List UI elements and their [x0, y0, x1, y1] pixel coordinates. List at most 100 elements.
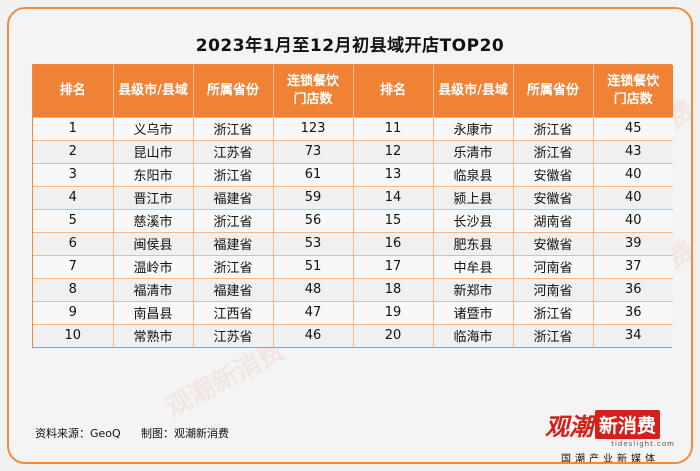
table-cell: 浙江省 — [193, 162, 274, 186]
table-cell: 温岭市 — [113, 254, 194, 278]
table-header-cell: 所属省份 — [193, 65, 274, 117]
table-cell: 临泉县 — [433, 162, 514, 186]
table-cell: 浙江省 — [193, 208, 274, 232]
table-cell: 临海市 — [433, 323, 514, 347]
table-cell: 18 — [353, 277, 434, 301]
table-cell: 11 — [353, 116, 434, 140]
table-cell: 福建省 — [193, 231, 274, 255]
table-cell: 47 — [273, 300, 354, 324]
table-header-cell: 排名 — [353, 65, 434, 117]
logo-slogan: 国潮产业新媒体 — [561, 454, 659, 464]
table-cell: 肥东县 — [433, 231, 514, 255]
table-header-cell: 连锁餐饮 门店数 — [273, 65, 354, 117]
table-row: 3 东阳市 浙江省 61 13 临泉县 安徽省 40 — [33, 162, 673, 186]
table-row: 9 南昌县 江西省 47 19 诸暨市 浙江省 36 — [33, 300, 673, 324]
table-cell: 16 — [353, 231, 434, 255]
table-cell: 颍上县 — [433, 185, 514, 209]
table-cell: 8 — [33, 277, 114, 301]
table-cell: 7 — [33, 254, 114, 278]
table-cell: 3 — [33, 162, 114, 186]
producer-note: 制图：观潮新消费 — [141, 427, 229, 440]
table-cell: 永康市 — [433, 116, 514, 140]
table-cell: 湖南省 — [513, 208, 594, 232]
table-cell: 义乌市 — [113, 116, 194, 140]
table-cell: 1 — [33, 116, 114, 140]
table-cell: 40 — [593, 185, 673, 209]
table-cell: 常熟市 — [113, 323, 194, 347]
table-cell: 浙江省 — [513, 323, 594, 347]
table-cell: 江苏省 — [193, 323, 274, 347]
table-cell: 南昌县 — [113, 300, 194, 324]
table-header-row: 排名 县级市/县域 所属省份 连锁餐饮 门店数 排名 县级市/县域 所属省份 连锁餐饮 门店数 — [33, 65, 673, 117]
table-cell: 慈溪市 — [113, 208, 194, 232]
table-cell: 新郑市 — [433, 277, 514, 301]
table-cell: 9 — [33, 300, 114, 324]
brand-logo: 观潮 新消费 tideslight.com 国潮产业新媒体 — [545, 407, 675, 462]
table-cell: 河南省 — [513, 254, 594, 278]
table-header-cell: 县级市/县域 — [433, 65, 514, 117]
table-row: 4 晋江市 福建省 59 14 颍上县 安徽省 40 — [33, 185, 673, 209]
table-cell: 56 — [273, 208, 354, 232]
table-cell: 昆山市 — [113, 139, 194, 163]
table-cell: 4 — [33, 185, 114, 209]
table-row: 6 闽侯县 福建省 53 16 肥东县 安徽省 39 — [33, 231, 673, 255]
table-cell: 10 — [33, 323, 114, 347]
table-header-cell: 连锁餐饮 门店数 — [593, 65, 673, 117]
table-row: 8 福清市 福建省 48 18 新郑市 河南省 36 — [33, 277, 673, 301]
table-header-cell: 排名 — [33, 65, 114, 117]
table-cell: 34 — [593, 323, 673, 347]
table-cell: 13 — [353, 162, 434, 186]
table-cell: 安徽省 — [513, 231, 594, 255]
table-cell: 61 — [273, 162, 354, 186]
table-cell: 43 — [593, 139, 673, 163]
table-cell: 安徽省 — [513, 162, 594, 186]
table-cell: 40 — [593, 162, 673, 186]
table-cell: 诸暨市 — [433, 300, 514, 324]
table-cell: 福清市 — [113, 277, 194, 301]
table-cell: 17 — [353, 254, 434, 278]
table-cell: 长沙县 — [433, 208, 514, 232]
table-cell: 36 — [593, 277, 673, 301]
table-cell: 59 — [273, 185, 354, 209]
logo-part2: 新消费 — [595, 410, 661, 439]
table-cell: 浙江省 — [193, 254, 274, 278]
table-cell: 39 — [593, 231, 673, 255]
table-cell: 浙江省 — [513, 116, 594, 140]
table-cell: 5 — [33, 208, 114, 232]
table-cell: 福建省 — [193, 277, 274, 301]
table-header-cell: 所属省份 — [513, 65, 594, 117]
table-cell: 45 — [593, 116, 673, 140]
table-cell: 20 — [353, 323, 434, 347]
table-cell: 安徽省 — [513, 185, 594, 209]
ranking-table: 排名 县级市/县域 所属省份 连锁餐饮 门店数 排名 县级市/县域 所属省份 连锁餐饮 门店数 1… — [32, 64, 673, 348]
table-body: 1 义乌市 浙江省 123 11 永康市 浙江省 45 2 昆山市 江苏省 73 12 乐清市 浙江省 43 3… — [33, 116, 673, 347]
table-cell: 2 — [33, 139, 114, 163]
table-cell: 40 — [593, 208, 673, 232]
chart-title: 2023年1月至12月初县域开店TOP20 — [195, 36, 505, 56]
table-row: 5 慈溪市 浙江省 56 15 长沙县 湖南省 40 — [33, 208, 673, 232]
table-header-cell: 县级市/县域 — [113, 65, 194, 117]
table-cell: 37 — [593, 254, 673, 278]
table-cell: 53 — [273, 231, 354, 255]
table-cell: 6 — [33, 231, 114, 255]
table-cell: 14 — [353, 185, 434, 209]
table-cell: 浙江省 — [513, 300, 594, 324]
table-cell: 123 — [273, 116, 354, 140]
source-note: 资料来源：GeoQ — [35, 427, 121, 440]
chart-frame: 2023年1月至12月初县域开店TOP20 观潮新消费 观潮新消费 观潮新消费 … — [7, 7, 693, 464]
table-cell: 36 — [593, 300, 673, 324]
logo-url: tideslight.com — [611, 440, 675, 448]
table-cell: 51 — [273, 254, 354, 278]
table-cell: 46 — [273, 323, 354, 347]
table-cell: 48 — [273, 277, 354, 301]
table-row: 7 温岭市 浙江省 51 17 中牟县 河南省 37 — [33, 254, 673, 278]
table-row: 1 义乌市 浙江省 123 11 永康市 浙江省 45 — [33, 116, 673, 140]
table-cell: 闽侯县 — [113, 231, 194, 255]
table-row: 2 昆山市 江苏省 73 12 乐清市 浙江省 43 — [33, 139, 673, 163]
logo-part1: 观潮 — [545, 413, 593, 441]
table-cell: 福建省 — [193, 185, 274, 209]
table-cell: 河南省 — [513, 277, 594, 301]
table-cell: 15 — [353, 208, 434, 232]
table-cell: 中牟县 — [433, 254, 514, 278]
table-cell: 浙江省 — [513, 139, 594, 163]
